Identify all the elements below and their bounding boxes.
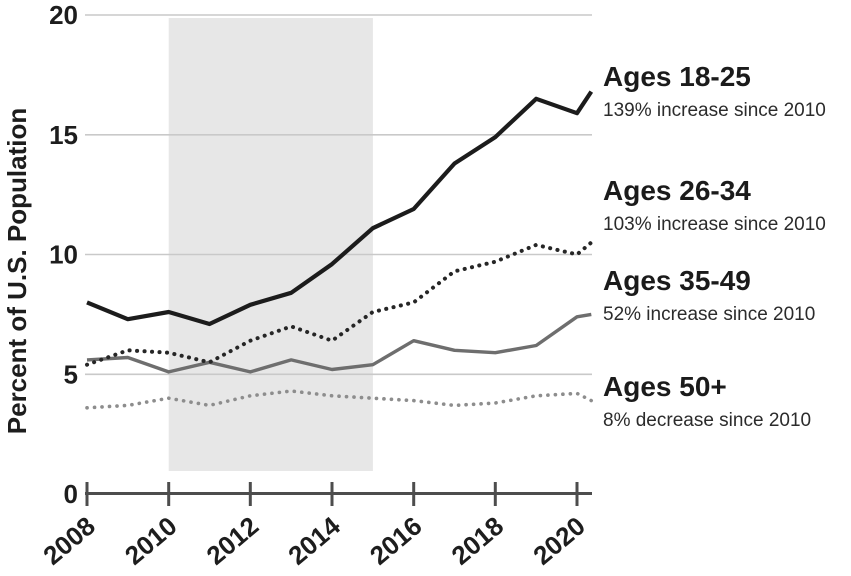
x-tick-label-2008: 2008	[37, 511, 101, 571]
legend-note-ages-26-34: 103% increase since 2010	[603, 214, 826, 236]
y-tick-label-15: 15	[49, 120, 78, 150]
legend-note-ages-35-49: 52% increase since 2010	[603, 304, 816, 326]
legend-entry-ages-50-plus: Ages 50+ 8% decrease since 2010	[603, 371, 811, 433]
chart-graphics-layer: 0 5 10 15 20 2008 2010 2012 2014 2016 2018 2020	[37, 0, 594, 571]
y-tick-label-20: 20	[49, 0, 78, 30]
x-tick-label-2010: 2010	[119, 511, 183, 571]
legend-note-ages-50-plus: 8% decrease since 2010	[603, 410, 812, 432]
x-tick-label-2018: 2018	[446, 511, 510, 571]
series-line-ages-26-34	[85, 240, 594, 367]
series-line-ages-18-25	[86, 90, 594, 327]
legend-entry-ages-26-34: Ages 26-34 103% increase since 2010	[603, 175, 826, 237]
x-tick-label-2020: 2020	[527, 511, 591, 571]
y-tick-label-0: 0	[64, 479, 78, 509]
legend-entry-ages-35-49: Ages 35-49 52% increase since 2010	[603, 265, 815, 327]
legend-title-ages-50-plus: Ages 50+	[603, 371, 727, 402]
y-axis-title: Percent of U.S. Population	[2, 108, 32, 434]
series-line-ages-35-49	[86, 312, 592, 374]
x-tick-label-2014: 2014	[282, 510, 346, 571]
legend-entry-ages-18-25: Ages 18-25 139% increase since 2010	[603, 61, 826, 123]
y-tick-label-10: 10	[49, 240, 78, 270]
x-tick-label-2012: 2012	[201, 511, 265, 571]
legend-title-ages-35-49: Ages 35-49	[603, 265, 751, 296]
x-tick-label-2016: 2016	[364, 511, 428, 571]
series-line-ages-50	[85, 389, 594, 410]
legend-note-ages-18-25: 139% increase since 2010	[603, 100, 826, 122]
y-tick-label-5: 5	[64, 359, 78, 389]
legend-title-ages-26-34: Ages 26-34	[603, 175, 751, 206]
legend-title-ages-18-25: Ages 18-25	[603, 61, 751, 92]
